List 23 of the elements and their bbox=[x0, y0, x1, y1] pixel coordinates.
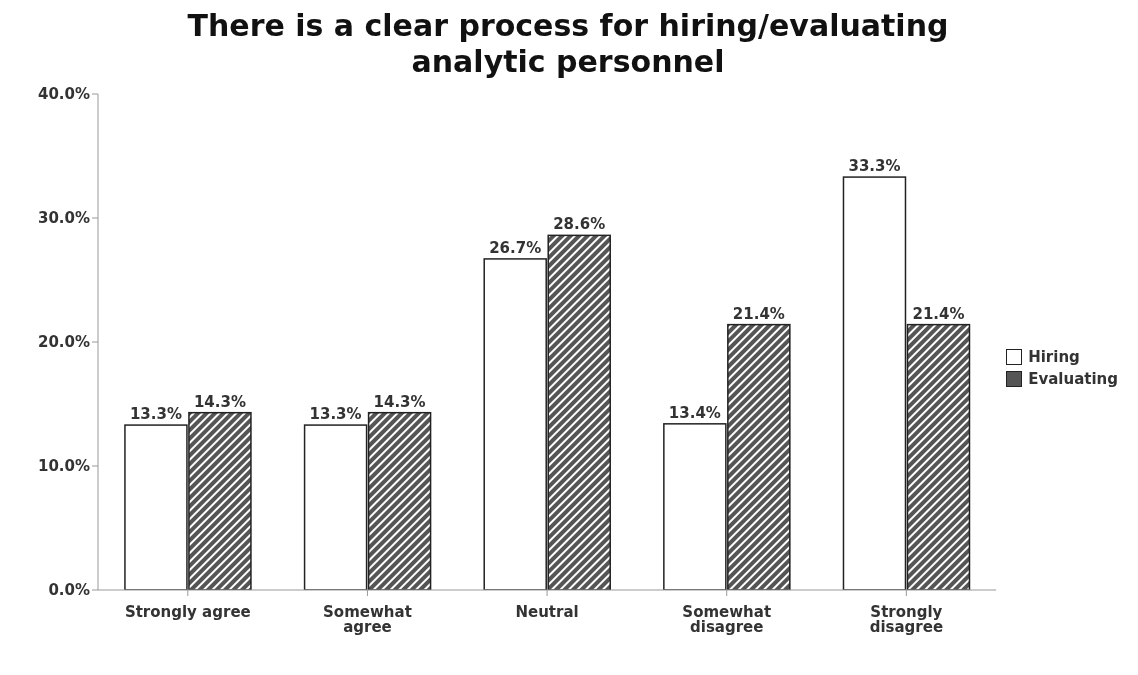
y-tick-label: 30.0% bbox=[37, 209, 90, 228]
y-tick-label: 0.0% bbox=[48, 581, 90, 600]
data-label: 28.6% bbox=[553, 215, 606, 234]
data-label: 13.3% bbox=[129, 405, 182, 424]
x-tick-label: Somewhat disagree bbox=[682, 602, 772, 636]
text: Hiring bbox=[1028, 348, 1080, 366]
legend-label: Evaluating bbox=[1028, 370, 1118, 388]
y-tick-label: 10.0% bbox=[37, 457, 90, 476]
y-tick-label: 20.0% bbox=[37, 333, 90, 352]
data-label: 33.3% bbox=[848, 157, 901, 176]
x-tick-label: Somewhat agree bbox=[323, 602, 412, 636]
data-label: 14.3% bbox=[193, 392, 246, 411]
x-tick-label: Neutral bbox=[515, 602, 579, 621]
data-label: 26.7% bbox=[489, 238, 542, 257]
y-tick-label: 40.0% bbox=[37, 85, 90, 104]
data-label: 21.4% bbox=[732, 304, 785, 323]
chart-title: There is a clear process for hiring/evaluating analytic personnel bbox=[186, 8, 950, 80]
data-label: 13.4% bbox=[668, 403, 721, 422]
data-label: 13.3% bbox=[309, 405, 362, 424]
x-tick-label: Strongly agree bbox=[124, 602, 251, 621]
data-label: 14.3% bbox=[373, 392, 426, 411]
x-tick-label: Strongly disagree bbox=[869, 602, 944, 636]
data-label: 21.4% bbox=[912, 304, 965, 323]
